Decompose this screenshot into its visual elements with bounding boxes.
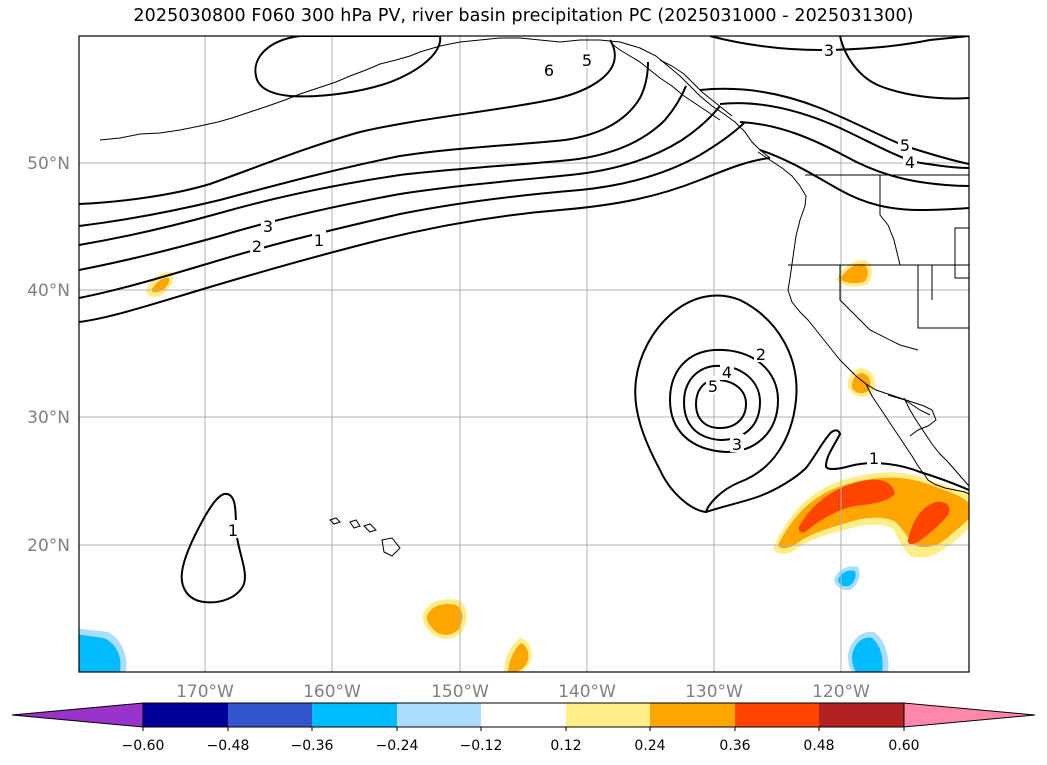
contour-3-east xyxy=(739,121,969,187)
contour-label-low-4: 4 xyxy=(722,363,732,382)
positive-area-socal-orange xyxy=(851,373,871,394)
negative-area-20n-120w-blue xyxy=(838,570,856,587)
positive-area-pacific-40n-orange xyxy=(151,277,170,293)
colorbar-segment-5 xyxy=(481,703,566,727)
colorbar-segment-2 xyxy=(228,703,313,727)
lat-label-50n: 50°N xyxy=(27,154,70,174)
colorbar-tick-label: −0.12 xyxy=(460,738,503,754)
colorbar-segment-6 xyxy=(566,703,651,727)
colorbar-segment-9 xyxy=(819,703,904,727)
colorbar-segment-1 xyxy=(143,703,228,727)
positive-area-red-east xyxy=(907,501,950,545)
colorbar-extend-max xyxy=(903,702,1036,728)
colorbar-segment-4 xyxy=(397,703,482,727)
colorbar-tick-label: 0.60 xyxy=(888,738,919,754)
colorbar-tick-label: −0.36 xyxy=(291,738,334,754)
contour-4-jet xyxy=(79,85,687,246)
colorbar-segment-3 xyxy=(312,703,397,727)
negative-area-12n-120w-blue xyxy=(852,637,883,672)
lon-label-130w: 130°W xyxy=(685,682,743,702)
contour-trough-1 xyxy=(705,429,969,513)
lon-label-140w: 140°W xyxy=(558,682,616,702)
contour-3-top xyxy=(709,36,969,52)
contour-label-top-5: 5 xyxy=(582,51,592,70)
contour-closed-nw xyxy=(254,36,442,98)
contour-low-5 xyxy=(694,378,748,430)
lon-label-170w: 170°W xyxy=(176,682,234,702)
contour-3-jet xyxy=(79,105,721,271)
lat-label-30n: 30°N xyxy=(27,408,70,428)
contour-low-3 xyxy=(668,348,780,454)
colorbar-extend-min xyxy=(11,702,144,728)
contour-label-low-3: 3 xyxy=(732,435,742,454)
colorbar-tick-label: 0.48 xyxy=(803,738,834,754)
contour-6-top xyxy=(79,39,616,205)
colorbar: −0.60 −0.48 −0.36 −0.24 −0.12 0.12 0.24 … xyxy=(11,702,1036,754)
coastlines xyxy=(99,37,969,557)
colorbar-tick-label: 0.24 xyxy=(634,738,665,754)
colorbar-tick-label: −0.48 xyxy=(207,738,250,754)
contour-label-low-5: 5 xyxy=(708,377,718,396)
negative-area-southwest-blue xyxy=(79,634,121,672)
lon-label-120w: 120°W xyxy=(812,682,870,702)
latitude-labels: 50°N 40°N 30°N 20°N xyxy=(27,154,70,556)
colorbar-tick-label: −0.24 xyxy=(376,738,419,754)
map-content: 6 5 3 5 4 3 2 1 2 4 5 3 1 1 xyxy=(79,36,969,672)
colorbar-segment-8 xyxy=(735,703,820,727)
graticule xyxy=(79,36,969,672)
map-background xyxy=(79,36,969,672)
contour-label-jet-1: 1 xyxy=(314,231,324,250)
precip-shading xyxy=(79,259,969,672)
contour-label-east-4: 4 xyxy=(905,153,915,172)
contour-label-jet-2: 2 xyxy=(252,237,262,256)
positive-area-145w-orange xyxy=(508,643,529,672)
contour-label-trough-1: 1 xyxy=(869,449,879,468)
contour-5-east xyxy=(699,87,969,165)
colorbar-tick-label: 0.12 xyxy=(550,738,581,754)
contour-4-east xyxy=(719,102,969,169)
contour-label-top-6: 6 xyxy=(544,61,554,80)
contour-label-top-3: 3 xyxy=(824,41,834,60)
contour-label-east-5: 5 xyxy=(900,136,910,155)
contour-6-east xyxy=(839,36,969,100)
contour-label-jet-3: 3 xyxy=(263,217,273,236)
colorbar-segment-7 xyxy=(650,703,735,727)
lon-label-150w: 150°W xyxy=(431,682,489,702)
contour-5-jet xyxy=(79,61,649,227)
lat-label-20n: 20°N xyxy=(27,536,70,556)
contour-2-jet xyxy=(79,121,746,299)
pv-contours xyxy=(79,36,969,604)
contour-1-jet xyxy=(79,157,771,323)
lon-label-160w: 160°W xyxy=(303,682,361,702)
contour-label-west-1: 1 xyxy=(228,521,238,540)
contour-low-4 xyxy=(682,364,762,442)
contour-labels: 6 5 3 5 4 3 2 1 2 4 5 3 1 1 xyxy=(226,40,917,540)
contour-2-east xyxy=(759,149,969,212)
positive-area-150w-orange xyxy=(426,604,463,635)
positive-area-oregon-orange xyxy=(840,263,868,284)
contour-label-low-2: 2 xyxy=(756,345,766,364)
map-border xyxy=(78,35,970,673)
contour-low-2 xyxy=(634,294,798,514)
longitude-labels: 170°W 160°W 150°W 140°W 130°W 120°W xyxy=(176,682,870,702)
lat-label-40n: 40°N xyxy=(27,281,70,301)
positive-area-red-west xyxy=(798,479,895,533)
map-title: 2025030800 F060 300 hPa PV, river basin … xyxy=(133,6,914,26)
colorbar-tick-label: −0.60 xyxy=(122,738,165,754)
colorbar-tick-label: 0.36 xyxy=(719,738,750,754)
